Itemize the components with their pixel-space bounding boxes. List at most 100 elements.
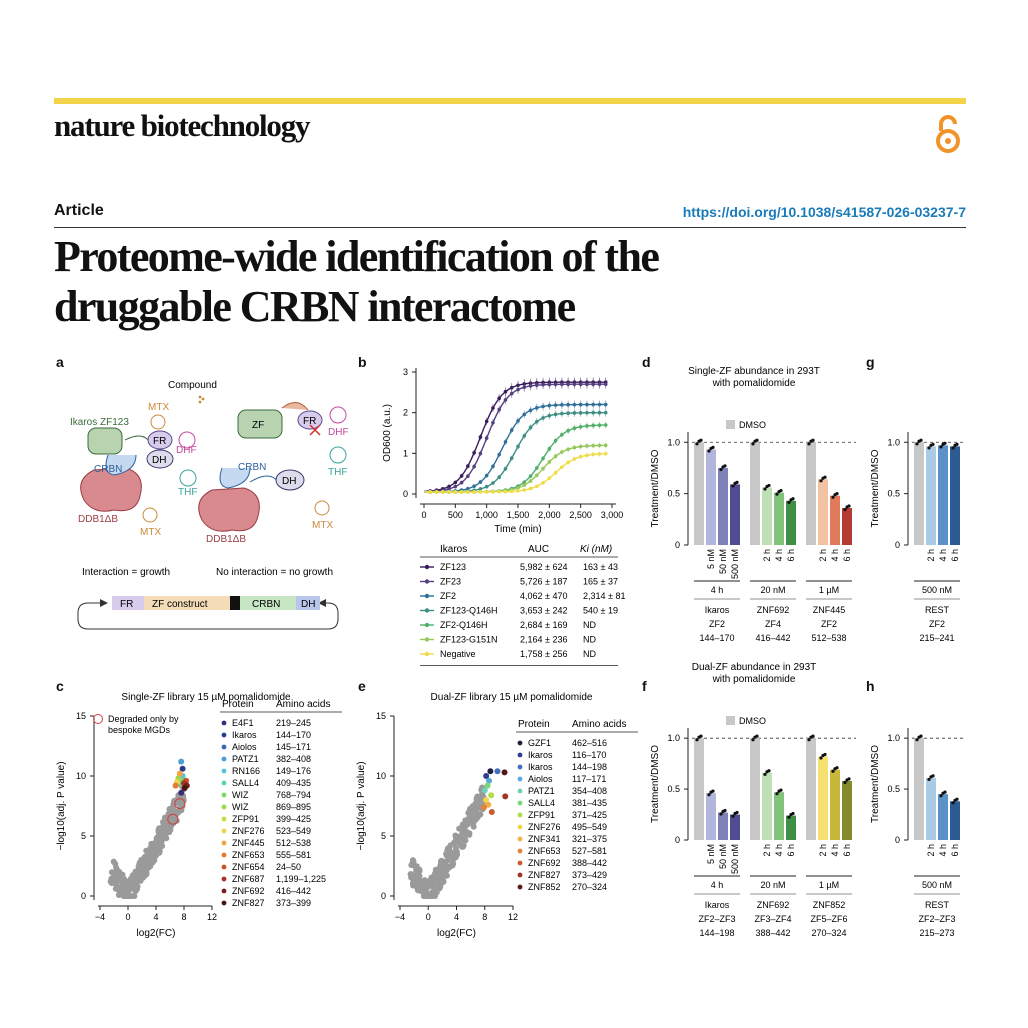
data-point xyxy=(585,424,589,428)
series-ki: ND xyxy=(583,620,596,630)
bar-label: 6 h xyxy=(842,549,852,562)
data-point xyxy=(522,412,527,417)
replicate-dot xyxy=(791,497,795,501)
panel-label-f: f xyxy=(642,678,647,694)
replicate-dot xyxy=(735,810,739,815)
replicate-dot xyxy=(711,445,715,450)
data-point xyxy=(466,464,470,468)
x-tick-label: 0 xyxy=(421,510,426,520)
data-point xyxy=(516,419,520,423)
bar xyxy=(938,445,948,545)
legend-swatch-dot xyxy=(424,579,430,584)
hit-point xyxy=(181,785,188,791)
group-protein: ZNF692 xyxy=(757,605,790,615)
thf-circle-left xyxy=(179,469,197,487)
x-tick-label: 12 xyxy=(508,912,518,922)
doi-link[interactable]: https://doi.org/10.1038/s41587-026-03237… xyxy=(682,204,966,220)
data-point xyxy=(591,382,595,387)
background-point xyxy=(421,877,428,884)
data-point xyxy=(516,444,520,449)
dh-label-right: DH xyxy=(282,476,296,487)
bar xyxy=(786,500,796,545)
bar-label: 2 h xyxy=(818,549,828,562)
amino-acids: 145–171 xyxy=(276,742,311,752)
background-point xyxy=(456,825,463,832)
construct-dh xyxy=(296,596,320,610)
table-header-auc: AUC xyxy=(528,544,549,555)
legend-dot xyxy=(517,824,523,830)
hit-point xyxy=(178,758,185,765)
mtx-circle-3 xyxy=(314,500,330,516)
thf-label-left: THF xyxy=(178,487,197,498)
legend-dot xyxy=(517,836,523,842)
replicate-dot xyxy=(719,812,723,816)
data-point xyxy=(441,490,445,494)
hit-point xyxy=(484,782,491,789)
data-point xyxy=(509,489,514,494)
hit-point xyxy=(483,773,490,779)
x-axis-label: log2(FC) xyxy=(137,928,176,939)
amino-acids: 409–435 xyxy=(276,778,311,788)
legend-swatch-dot xyxy=(424,608,430,613)
data-point xyxy=(509,391,514,396)
replicate-dot xyxy=(699,734,703,738)
table-header-protein: Protein xyxy=(518,719,550,730)
construct-linker xyxy=(230,596,240,610)
replicate-dot xyxy=(943,790,947,794)
data-point xyxy=(491,481,495,485)
construct-zf-label: ZF construct xyxy=(152,599,208,610)
background-point xyxy=(445,863,452,870)
data-point xyxy=(578,382,583,387)
construct-crbn xyxy=(240,596,296,610)
data-point xyxy=(591,452,595,457)
data-point xyxy=(434,490,439,494)
group-condition: 20 nM xyxy=(760,880,785,890)
bar xyxy=(718,812,728,840)
replicate-dot xyxy=(951,801,955,805)
data-point xyxy=(560,450,564,454)
legend-dot xyxy=(221,768,227,774)
bar xyxy=(774,792,784,840)
data-point xyxy=(597,402,602,407)
amino-acids: 399–425 xyxy=(276,814,311,824)
legend-dot xyxy=(517,812,523,818)
data-point xyxy=(560,411,564,416)
background-point xyxy=(474,793,481,800)
data-point xyxy=(528,479,533,483)
data-point xyxy=(591,423,595,428)
legend-dot xyxy=(221,900,227,906)
group-protein: ZNF852 xyxy=(813,900,846,910)
data-point xyxy=(497,407,502,412)
legend-dot xyxy=(517,764,523,770)
y-tick-label: 0 xyxy=(403,489,408,499)
replicate-dot xyxy=(915,442,919,446)
data-point xyxy=(547,460,552,464)
bar xyxy=(926,777,936,840)
background-point xyxy=(441,858,448,865)
y-tick-label: 1.0 xyxy=(667,733,680,743)
bar xyxy=(914,738,924,840)
replicate-dot xyxy=(767,483,771,488)
y-tick-label: 1.0 xyxy=(887,733,900,743)
data-point xyxy=(528,425,533,430)
replicate-dot xyxy=(939,445,943,449)
background-point xyxy=(147,844,154,851)
protein-name: ZNF445 xyxy=(232,838,265,848)
group-zf: ZF2 xyxy=(709,619,725,629)
bar-label: 5 nM xyxy=(706,844,716,864)
background-point xyxy=(123,879,130,886)
replicate-dot xyxy=(811,734,815,738)
construct-fr xyxy=(112,596,144,610)
amino-acids: 381–435 xyxy=(572,798,607,808)
legend-dmso-label: DMSO xyxy=(739,420,766,430)
y-tick-label: 0 xyxy=(895,540,900,550)
group-zf: ZF2–ZF3 xyxy=(698,914,735,924)
background-point xyxy=(477,811,484,818)
data-point xyxy=(553,438,558,443)
data-point xyxy=(541,382,545,387)
group-protein: ZNF445 xyxy=(813,605,846,615)
dhf-label-right: DHF xyxy=(328,427,349,438)
background-point xyxy=(438,871,445,878)
